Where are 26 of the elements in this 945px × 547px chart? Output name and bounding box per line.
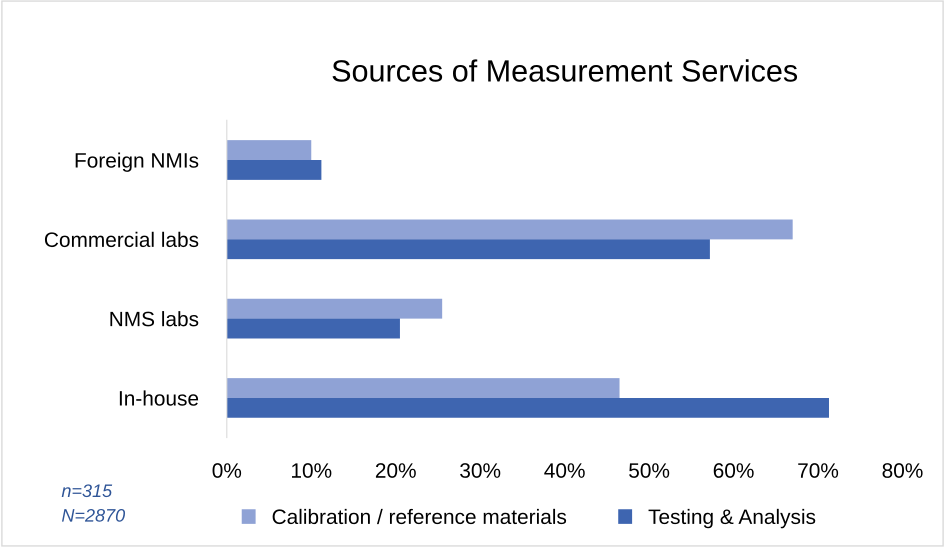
x-tick-label: 60% [714, 463, 754, 478]
x-tick-label: 70% [798, 463, 838, 478]
x-tick-label: 0% [212, 463, 242, 478]
text: N=2870 [62, 508, 126, 522]
bar [226, 378, 620, 398]
y-tick-label: Foreign NMIs [76, 152, 198, 172]
y-tick-label: Commercial labs [44, 232, 198, 248]
bar [226, 219, 793, 240]
y-tick-label: In-house [120, 390, 198, 406]
bar [226, 160, 322, 180]
chart-title: Sources of Measurement Services [332, 59, 798, 82]
x-tick-label: 10% [292, 463, 332, 478]
bar [226, 398, 829, 418]
bar [226, 298, 442, 319]
bar [226, 239, 710, 260]
x-tick-label: 80% [882, 463, 923, 478]
x-tick-label: 50% [629, 463, 670, 478]
legend-label: Testing & Analysis [648, 508, 816, 528]
legend-label: Calibration / reference materials [272, 508, 566, 524]
x-tick-label: 30% [460, 463, 500, 478]
text: n=315 [62, 484, 112, 498]
bar [226, 318, 400, 338]
x-tick-label: 20% [376, 463, 416, 478]
bar [226, 140, 312, 160]
y-tick-label: NMS labs [110, 311, 198, 326]
x-tick-label: 40% [544, 463, 585, 478]
